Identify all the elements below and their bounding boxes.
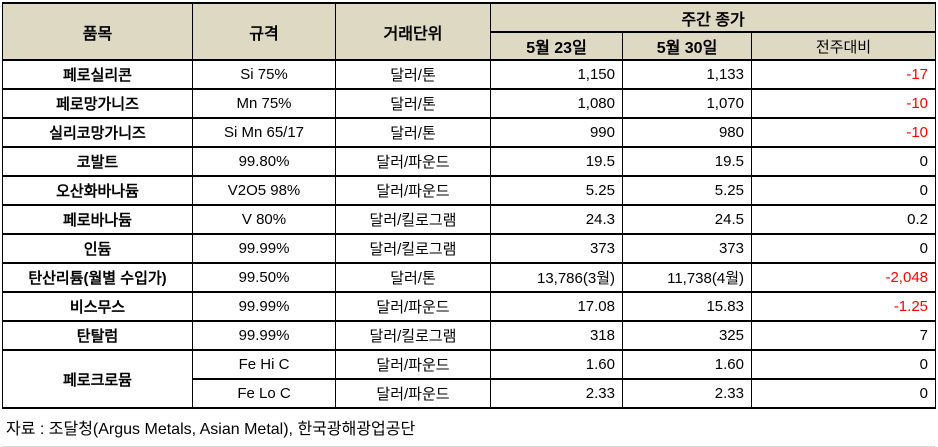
spec-cell: 99.50% <box>192 262 336 293</box>
spec-cell: Fe Lo C <box>192 378 336 409</box>
item-cell: 페로바나듐 <box>2 204 193 235</box>
wow-change-cell: 0 <box>750 233 937 264</box>
price-may30-cell: 5.25 <box>622 175 752 206</box>
price-may23-cell: 19.5 <box>490 146 623 177</box>
price-may23-cell: 990 <box>490 117 623 148</box>
item-cell: 인듐 <box>2 233 193 264</box>
price-may23-cell: 13,786(3월) <box>490 262 623 293</box>
unit-cell: 달러/파운드 <box>335 291 491 322</box>
unit-cell: 달러/톤 <box>335 59 491 90</box>
wow-change-cell: 0 <box>750 349 937 380</box>
table-row: 페로크로뮴 Fe Hi C 달러/파운드 1.60 1.60 0 <box>2 349 937 409</box>
col-header-item: 품목 <box>2 2 193 61</box>
col-header-may23: 5월 23일 <box>490 31 623 61</box>
wow-change-cell: -1.25 <box>750 291 937 322</box>
wow-change-cell: -17 <box>750 59 937 90</box>
table-row: 비스무스 99.99% 달러/파운드 17.08 15.83 -1.25 <box>2 291 937 322</box>
spec-cell: 99.99% <box>192 233 336 264</box>
spec-cell: Si Mn 65/17 <box>192 117 336 148</box>
price-may30-cell: 24.5 <box>622 204 752 235</box>
table-row: 페로바나듐 V 80% 달러/킬로그램 24.3 24.5 0.2 <box>2 204 937 235</box>
item-cell: 페로망가니즈 <box>2 88 193 119</box>
unit-cell: 달러/톤 <box>335 117 491 148</box>
price-may23-cell: 318 <box>490 320 623 351</box>
col-header-wow: 전주대비 <box>750 31 937 61</box>
wow-change-cell: 7 <box>750 320 937 351</box>
item-cell: 탄산리튬(월별 수입가) <box>2 262 193 293</box>
table-row: 코발트 99.80% 달러/파운드 19.5 19.5 0 <box>2 146 937 177</box>
table-row: 페로실리콘 Si 75% 달러/톤 1,150 1,133 -17 <box>2 59 937 90</box>
unit-cell: 달러/파운드 <box>335 378 491 409</box>
col-header-unit: 거래단위 <box>335 2 491 61</box>
item-cell: 페로크로뮴 <box>2 349 193 409</box>
price-may23-cell: 24.3 <box>490 204 623 235</box>
price-may30-cell: 2.33 <box>622 378 752 409</box>
header-row-group: 품목 규격 거래단위 주간 종가 <box>2 2 937 61</box>
price-may30-cell: 373 <box>622 233 752 264</box>
metal-price-table: 품목 규격 거래단위 주간 종가 5월 23일 5월 30일 전주대비 페로실리… <box>2 2 937 409</box>
table-row: 탄산리튬(월별 수입가) 99.50% 달러/톤 13,786(3월) 11,738(4… <box>2 262 937 293</box>
item-cell: 페로실리콘 <box>2 59 193 90</box>
price-may23-cell: 1,080 <box>490 88 623 119</box>
wow-change-cell: -10 <box>750 117 937 148</box>
item-cell: 오산화바나듐 <box>2 175 193 206</box>
wow-change-cell: 0 <box>750 378 937 409</box>
table-row: Fe Lo C 달러/파운드 2.33 2.33 0 <box>3 378 937 409</box>
price-may30-cell: 1,133 <box>622 59 752 90</box>
item-cell: 탄탈럼 <box>2 320 193 351</box>
spec-cell: 99.80% <box>192 146 336 177</box>
price-may30-cell: 15.83 <box>622 291 752 322</box>
item-cell: 실리코망가니즈 <box>2 117 193 148</box>
unit-cell: 달러/파운드 <box>335 146 491 177</box>
wow-change-cell: 0.2 <box>750 204 937 235</box>
unit-cell: 달러/톤 <box>335 88 491 119</box>
col-header-may30: 5월 30일 <box>622 31 752 61</box>
spec-cell: V 80% <box>192 204 336 235</box>
spec-cell: Si 75% <box>192 59 336 90</box>
wow-change-cell: 0 <box>750 146 937 177</box>
unit-cell: 달러/파운드 <box>335 349 491 380</box>
spec-cell: 99.99% <box>192 320 336 351</box>
table-row: 페로망가니즈 Mn 75% 달러/톤 1,080 1,070 -10 <box>2 88 937 119</box>
unit-cell: 달러/킬로그램 <box>335 320 491 351</box>
price-may23-cell: 373 <box>490 233 623 264</box>
table-header: 품목 규격 거래단위 주간 종가 5월 23일 5월 30일 전주대비 <box>2 2 937 61</box>
price-may30-cell: 1.60 <box>622 349 752 380</box>
unit-cell: 달러/톤 <box>335 262 491 293</box>
spec-cell: 99.99% <box>192 291 336 322</box>
price-may23-cell: 2.33 <box>490 378 623 409</box>
wow-change-cell: -10 <box>750 88 937 119</box>
spec-cell: Fe Hi C <box>192 349 336 380</box>
price-may30-cell: 980 <box>622 117 752 148</box>
spec-cell: V2O5 98% <box>192 175 336 206</box>
table-row: 오산화바나듐 V2O5 98% 달러/파운드 5.25 5.25 0 <box>2 175 937 206</box>
col-header-weekly-close-group: 주간 종가 <box>489 2 937 33</box>
price-may23-cell: 1.60 <box>490 349 623 380</box>
header-row-dates: 5월 23일 5월 30일 전주대비 <box>3 31 937 61</box>
price-may30-cell: 1,070 <box>622 88 752 119</box>
unit-cell: 달러/킬로그램 <box>335 204 491 235</box>
table-row: 실리코망가니즈 Si Mn 65/17 달러/톤 990 980 -10 <box>2 117 937 148</box>
wow-change-cell: 0 <box>750 175 937 206</box>
price-may30-cell: 11,738(4월) <box>622 262 752 293</box>
price-may30-cell: 325 <box>622 320 752 351</box>
table-row: 인듐 99.99% 달러/킬로그램 373 373 0 <box>2 233 937 264</box>
table-row: 탄탈럼 99.99% 달러/킬로그램 318 325 7 <box>2 320 937 351</box>
price-may23-cell: 17.08 <box>490 291 623 322</box>
unit-cell: 달러/파운드 <box>335 175 491 206</box>
item-cell: 비스무스 <box>2 291 193 322</box>
spec-cell: Mn 75% <box>192 88 336 119</box>
price-may30-cell: 19.5 <box>622 146 752 177</box>
price-may23-cell: 5.25 <box>490 175 623 206</box>
col-header-spec: 규격 <box>192 2 336 61</box>
table-body: 페로실리콘 Si 75% 달러/톤 1,150 1,133 -17 페로망가니즈 Mn 75%… <box>2 59 937 409</box>
item-cell: 코발트 <box>2 146 193 177</box>
price-may23-cell: 1,150 <box>490 59 623 90</box>
unit-cell: 달러/킬로그램 <box>335 233 491 264</box>
wow-change-cell: -2,048 <box>750 262 937 293</box>
source-note: 자료 : 조달청(Argus Metals, Asian Metal), 한국광… <box>2 409 935 447</box>
